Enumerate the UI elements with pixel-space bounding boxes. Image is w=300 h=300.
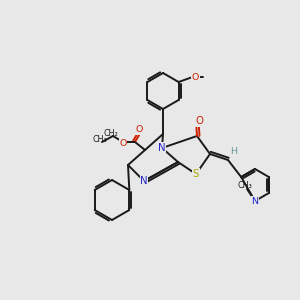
Text: CH₃: CH₃ (93, 136, 107, 145)
Text: O: O (119, 139, 127, 148)
Text: CH₃: CH₃ (238, 181, 252, 190)
Text: O: O (135, 125, 143, 134)
Text: N: N (158, 143, 166, 153)
Text: O: O (192, 73, 199, 82)
Text: CH₂: CH₂ (103, 130, 118, 139)
Text: N: N (140, 176, 148, 186)
Text: H: H (230, 148, 238, 157)
Text: N: N (251, 196, 259, 206)
Text: S: S (193, 169, 199, 179)
Text: O: O (195, 116, 203, 126)
